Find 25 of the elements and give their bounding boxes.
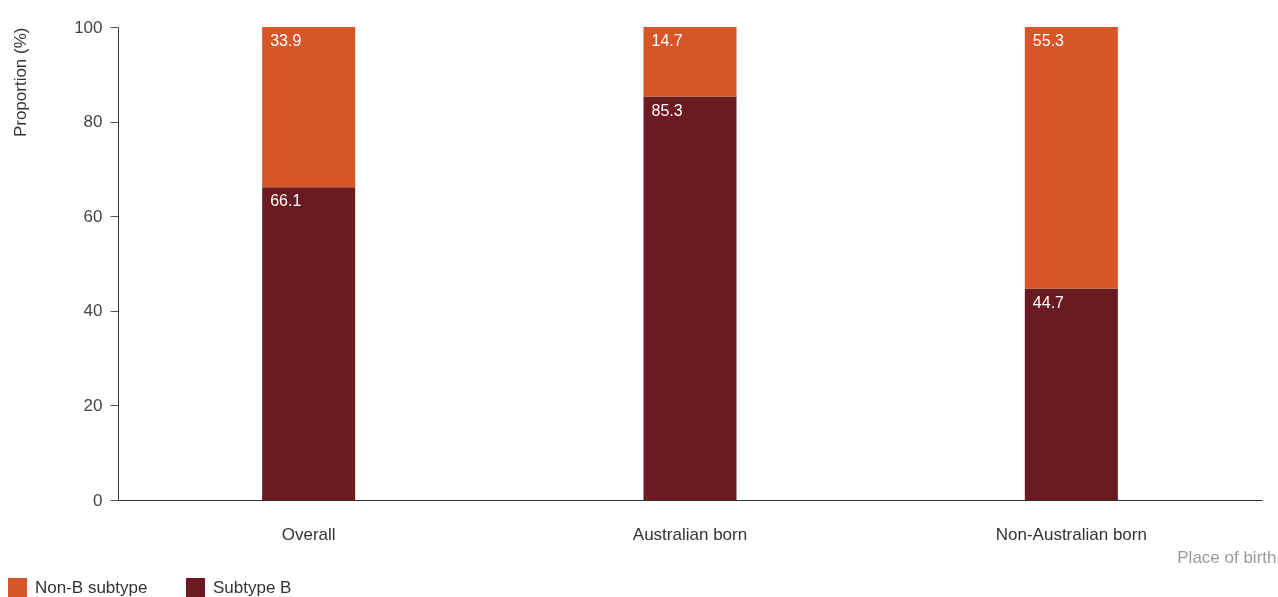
x-tick-label: Australian born	[632, 524, 748, 544]
bar	[643, 96, 737, 500]
bar	[262, 27, 356, 188]
y-tick-label: 100	[74, 17, 103, 37]
bar	[1024, 288, 1118, 500]
x-axis-title: Place of birth	[1177, 547, 1277, 567]
y-tick-label: 0	[93, 490, 103, 510]
data-label: 85.3	[651, 101, 683, 119]
y-tick-label: 40	[83, 301, 103, 321]
y-axis-title: Proportion (%)	[10, 27, 30, 138]
bar	[262, 187, 356, 500]
data-label: 66.1	[270, 192, 302, 210]
y-tick-label: 60	[83, 206, 103, 226]
legend-label: Non-B subtype	[35, 577, 148, 597]
data-label: 44.7	[1032, 293, 1065, 311]
y-tick-label: 20	[83, 395, 103, 415]
x-tick-label: Non-Australian born	[995, 524, 1147, 544]
y-tick-label: 80	[83, 112, 103, 132]
data-label: 14.7	[651, 32, 683, 49]
legend-label: Subtype B	[213, 577, 292, 597]
bar	[643, 27, 737, 97]
data-label: 33.9	[270, 32, 302, 49]
data-label: 55.3	[1032, 32, 1065, 49]
bar	[1024, 27, 1118, 289]
x-tick-label: Overall	[281, 524, 336, 544]
